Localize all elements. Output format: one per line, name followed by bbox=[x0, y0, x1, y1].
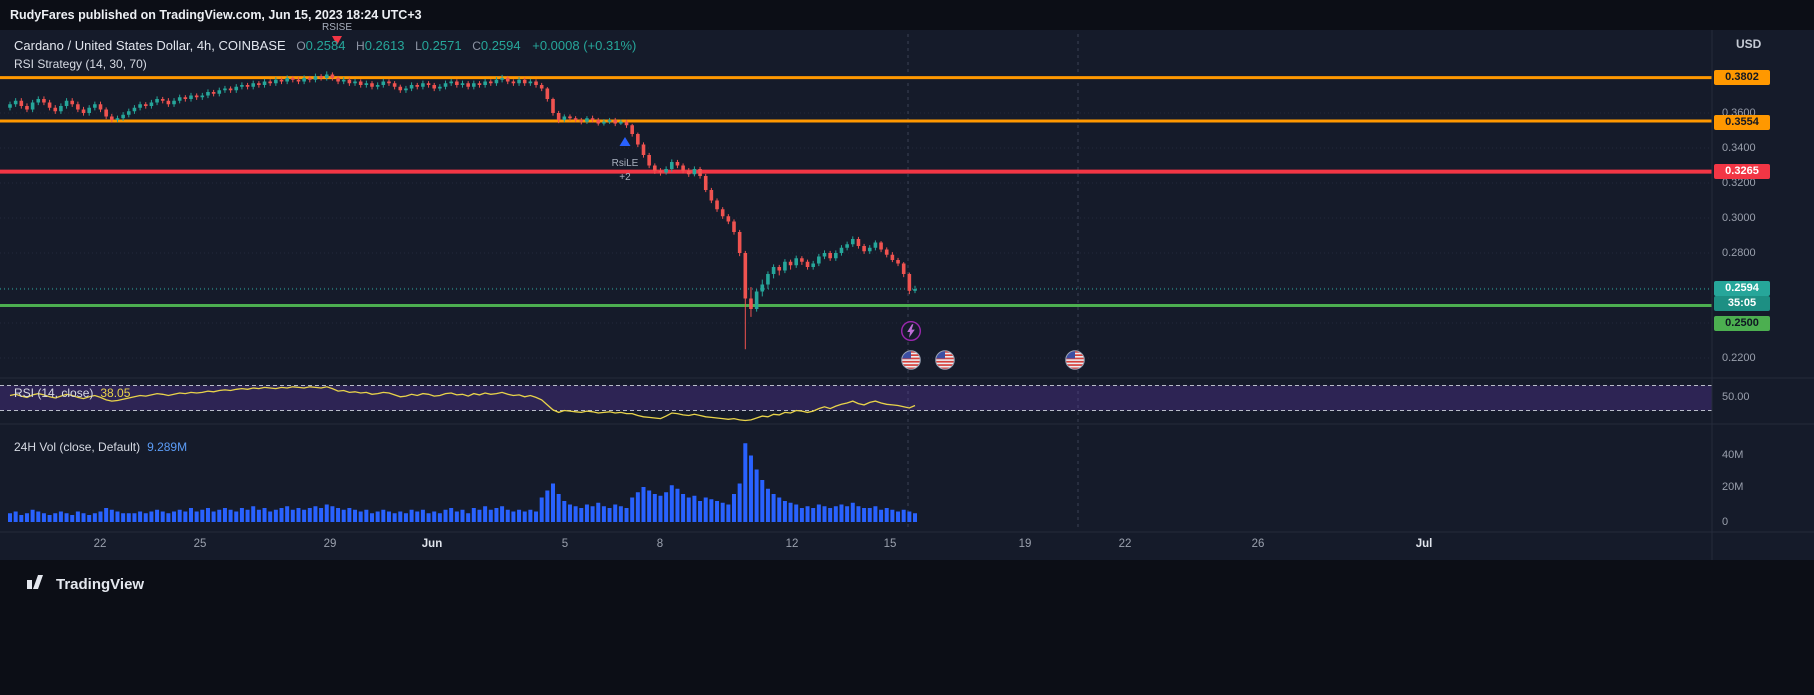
open-value: 0.2584 bbox=[305, 38, 346, 53]
rsi-title: RSI (14, close) bbox=[14, 386, 94, 400]
symbol-legend: Cardano / United States Dollar, 4h, COIN… bbox=[14, 38, 636, 53]
volume-value: 9.289M bbox=[147, 440, 188, 454]
time-tick-label: 19 bbox=[1018, 538, 1032, 550]
symbol-title[interactable]: Cardano / United States Dollar, 4h, COIN… bbox=[14, 38, 286, 53]
time-tick-label: Jul bbox=[1415, 538, 1433, 550]
close-label: C bbox=[472, 39, 481, 53]
footer-bar: TradingView bbox=[0, 560, 1814, 695]
us-flag-event-icon[interactable] bbox=[935, 350, 955, 370]
close-value: 0.2594 bbox=[480, 38, 521, 53]
open-label: O bbox=[296, 39, 306, 53]
short-entry-arrow-icon bbox=[332, 36, 342, 45]
rsi-line bbox=[9, 386, 916, 422]
time-tick-label: 8 bbox=[656, 538, 664, 550]
tradingview-brand-link[interactable]: TradingView bbox=[26, 572, 144, 596]
time-tick-label: 22 bbox=[93, 538, 107, 550]
volume-series bbox=[8, 443, 917, 522]
volume-legend[interactable]: 24H Vol (close, Default) 9.289M bbox=[14, 440, 187, 454]
price-scale-currency[interactable]: USD bbox=[1736, 37, 1762, 51]
volume-title: 24H Vol (close, Default) bbox=[14, 440, 141, 454]
time-tick-label: 25 bbox=[193, 538, 207, 550]
rsi-band bbox=[0, 385, 1712, 411]
us-flag-event-icon[interactable] bbox=[901, 350, 921, 370]
time-tick-label: 15 bbox=[883, 538, 897, 550]
long-entry-qty-label: +2 bbox=[619, 172, 631, 183]
candlestick-series bbox=[8, 71, 917, 350]
publish-info-bar: RudyFares published on TradingView.com, … bbox=[0, 0, 1814, 30]
low-value: 0.2571 bbox=[421, 38, 462, 53]
time-tick-label: 5 bbox=[561, 538, 569, 550]
long-entry-signal-label: RsiLE bbox=[611, 158, 639, 169]
tradingview-logo-icon bbox=[26, 572, 48, 596]
time-tick-label: 12 bbox=[785, 538, 799, 550]
time-tick-label: 29 bbox=[323, 538, 337, 550]
strategy-alert-icon[interactable] bbox=[900, 320, 922, 342]
short-entry-signal-label: RSISE bbox=[321, 22, 353, 33]
price-scale[interactable] bbox=[1712, 30, 1814, 560]
time-axis[interactable]: 22 25 29 Jun 5 8 12 15 19 22 26 Jul bbox=[0, 532, 1712, 560]
us-flag-event-icon[interactable] bbox=[1065, 350, 1085, 370]
high-value: 0.2613 bbox=[364, 38, 405, 53]
rsi-legend[interactable]: RSI (14, close) 38.05 bbox=[14, 386, 130, 400]
change-value: +0.0008 (+0.31%) bbox=[532, 38, 637, 53]
chart-plot-area[interactable] bbox=[0, 30, 1712, 532]
publish-info-text: RudyFares published on TradingView.com, … bbox=[10, 8, 422, 22]
strategy-title: RSI Strategy (14, 30, 70) bbox=[14, 57, 147, 71]
tradingview-wordmark: TradingView bbox=[56, 575, 145, 593]
long-entry-arrow-icon bbox=[619, 137, 631, 146]
rsi-value: 38.05 bbox=[100, 386, 131, 400]
chart-background bbox=[0, 30, 1814, 560]
time-tick-label: 22 bbox=[1118, 538, 1132, 550]
strategy-legend[interactable]: RSI Strategy (14, 30, 70) bbox=[14, 57, 147, 71]
low-label: L bbox=[415, 39, 422, 53]
high-label: H bbox=[356, 39, 365, 53]
time-tick-label: Jun bbox=[421, 538, 443, 550]
time-tick-label: 26 bbox=[1251, 538, 1265, 550]
